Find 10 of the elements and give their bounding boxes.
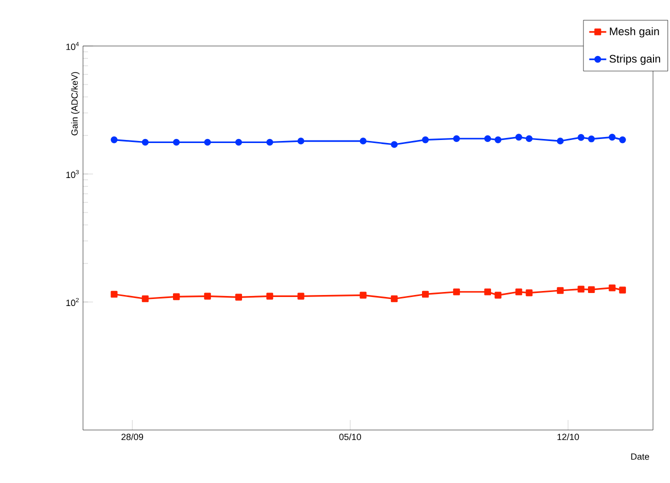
x-tick-label: 12/10 [558, 434, 579, 440]
legend-label: Strips gain [610, 54, 660, 65]
y-axis-title: Gain (ADC/keV) [71, 72, 80, 136]
y-tick-label: 10$^{3}$ [66, 170, 79, 178]
x-axis-title: Date [631, 454, 650, 460]
y-tick-label: 10$^{2}$ [66, 298, 79, 306]
x-tick-label: 28/09 [122, 434, 144, 440]
y-tick-label: 10$^{4}$ [66, 42, 79, 50]
legend-label: Mesh gain [610, 27, 659, 38]
x-tick-label: 05/10 [339, 434, 362, 440]
